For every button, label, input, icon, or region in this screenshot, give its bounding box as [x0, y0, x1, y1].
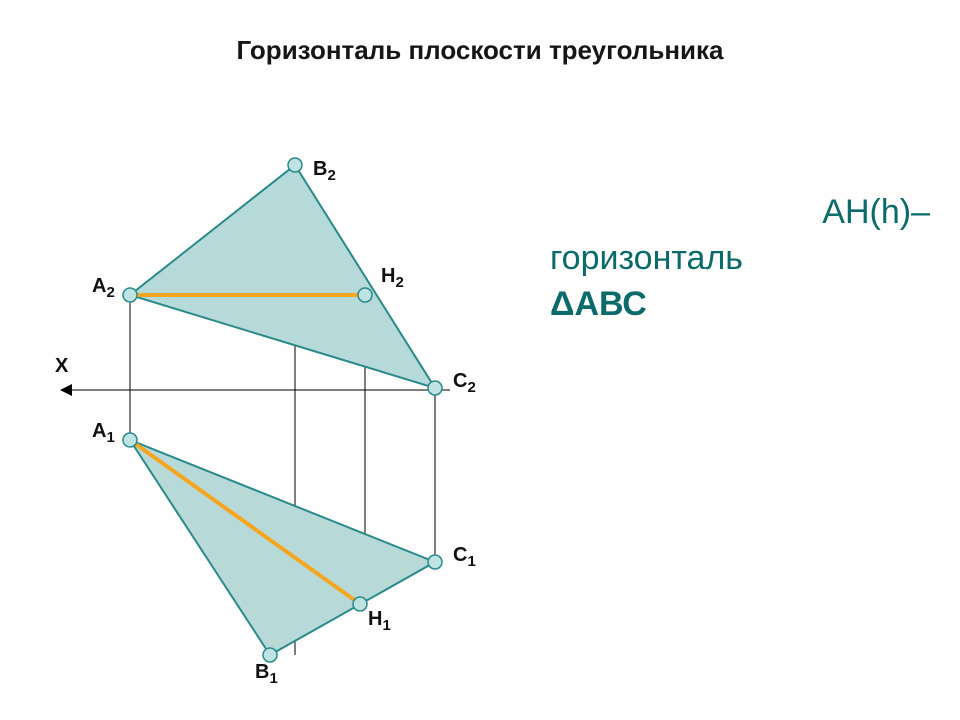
description-line-3: ΔАВС: [550, 282, 930, 328]
description-line-2: горизонталь: [550, 236, 930, 282]
point-label-a1: А1: [92, 420, 115, 446]
description-line-1: AH(h)–: [550, 190, 930, 236]
point-label-a2: А2: [92, 275, 115, 301]
description-block: AH(h)– горизонталь ΔАВС: [550, 190, 930, 328]
page-title: Горизонталь плоскости треугольника: [0, 35, 960, 66]
diagram-svg: [40, 120, 530, 700]
point-label-h1: Н1: [368, 608, 391, 634]
point-label-h2: Н2: [381, 265, 404, 291]
x-axis-label: X: [55, 355, 68, 378]
page: Горизонталь плоскости треугольника AH(h)…: [0, 0, 960, 720]
point-label-b1: В1: [255, 661, 278, 687]
point-label-c2: С2: [453, 370, 476, 396]
point-label-c1: С1: [453, 544, 476, 570]
point-label-b2: В2: [313, 158, 336, 184]
